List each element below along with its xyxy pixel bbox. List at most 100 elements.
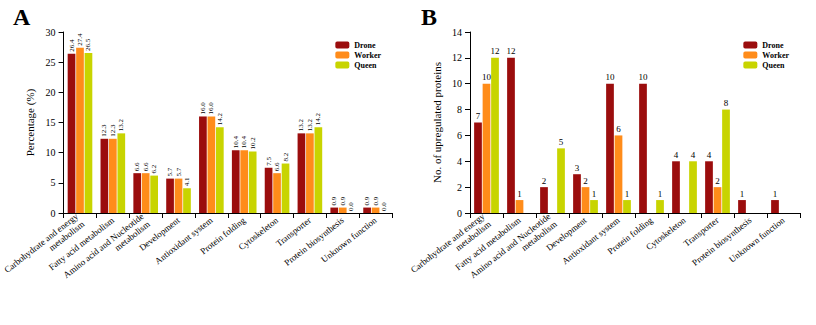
- svg-text:No. of upregulated proteins: No. of upregulated proteins: [431, 62, 443, 183]
- svg-text:Amino acid and Nucleotide: Amino acid and Nucleotide: [468, 211, 552, 280]
- svg-text:5.7: 5.7: [175, 167, 183, 176]
- svg-text:0.9: 0.9: [363, 196, 371, 205]
- svg-text:Carbohydrate and energy: Carbohydrate and energy: [409, 211, 487, 275]
- svg-text:Amino acid and Nucleotide: Amino acid and Nucleotide: [61, 211, 145, 280]
- svg-text:1: 1: [740, 189, 745, 199]
- svg-text:3: 3: [575, 163, 580, 173]
- svg-text:Development: Development: [544, 215, 589, 253]
- svg-text:metabolism: metabolism: [519, 219, 559, 253]
- svg-text:2: 2: [583, 176, 588, 186]
- svg-text:12.3: 12.3: [100, 124, 108, 137]
- svg-text:20: 20: [46, 87, 56, 98]
- svg-text:Antioxidant system: Antioxidant system: [560, 215, 622, 266]
- svg-text:10.4: 10.4: [240, 136, 248, 149]
- svg-text:1: 1: [658, 189, 663, 199]
- svg-text:Protein biosynthesis: Protein biosynthesis: [690, 215, 754, 268]
- svg-text:Fatty acid metabolism: Fatty acid metabolism: [46, 215, 116, 273]
- svg-text:B: B: [421, 4, 437, 30]
- svg-text:1: 1: [517, 189, 522, 199]
- svg-text:1: 1: [592, 189, 597, 199]
- svg-text:Drone: Drone: [354, 41, 376, 50]
- svg-text:14: 14: [452, 27, 462, 38]
- svg-text:10: 10: [638, 72, 648, 82]
- svg-text:Antioxidant system: Antioxidant system: [153, 215, 215, 266]
- svg-text:6: 6: [616, 124, 621, 134]
- svg-text:0.9: 0.9: [372, 196, 380, 205]
- svg-text:4: 4: [674, 150, 679, 160]
- svg-text:metabolism: metabolism: [112, 219, 152, 253]
- svg-text:12: 12: [452, 52, 462, 63]
- svg-text:13.2: 13.2: [117, 119, 125, 132]
- svg-text:7: 7: [476, 111, 481, 121]
- svg-text:2: 2: [542, 176, 547, 186]
- svg-text:metabolism: metabolism: [46, 219, 87, 253]
- svg-text:6.6: 6.6: [142, 162, 150, 171]
- svg-text:Carbohydrate and energy: Carbohydrate and energy: [2, 211, 80, 275]
- svg-text:10: 10: [452, 78, 462, 89]
- svg-text:5: 5: [559, 137, 564, 147]
- svg-text:27.4: 27.4: [76, 33, 84, 46]
- svg-text:Worker: Worker: [354, 51, 381, 60]
- svg-text:0.0: 0.0: [380, 202, 388, 211]
- svg-text:Protein folding: Protein folding: [605, 215, 655, 257]
- svg-text:Cytoskeleton: Cytoskeleton: [237, 215, 281, 252]
- svg-text:0: 0: [51, 208, 56, 219]
- svg-text:0: 0: [457, 208, 462, 219]
- svg-text:Queen: Queen: [762, 61, 785, 70]
- svg-text:6.6: 6.6: [133, 162, 141, 171]
- svg-text:15: 15: [46, 117, 56, 128]
- svg-text:25: 25: [46, 57, 56, 68]
- svg-text:4: 4: [707, 150, 712, 160]
- svg-text:6.6: 6.6: [273, 162, 281, 171]
- svg-text:26.4: 26.4: [68, 39, 76, 52]
- svg-text:13.2: 13.2: [297, 119, 305, 132]
- svg-text:16.0: 16.0: [199, 102, 207, 115]
- svg-text:6.2: 6.2: [150, 164, 158, 173]
- svg-text:Drone: Drone: [762, 41, 784, 50]
- svg-text:14.2: 14.2: [314, 113, 322, 126]
- svg-text:12.3: 12.3: [109, 124, 117, 137]
- svg-text:6: 6: [457, 130, 462, 141]
- svg-text:0.9: 0.9: [339, 196, 347, 205]
- svg-text:7.5: 7.5: [265, 157, 273, 166]
- svg-text:Protein folding: Protein folding: [198, 215, 248, 257]
- svg-text:Development: Development: [137, 215, 182, 253]
- svg-text:Worker: Worker: [762, 51, 789, 60]
- svg-text:12: 12: [491, 46, 500, 56]
- svg-text:Unknown function: Unknown function: [319, 215, 379, 265]
- svg-text:4: 4: [457, 156, 462, 167]
- svg-text:Percentage (%): Percentage (%): [24, 88, 37, 156]
- svg-text:1: 1: [625, 189, 630, 199]
- svg-text:10.4: 10.4: [232, 136, 240, 149]
- svg-text:Transporter: Transporter: [274, 215, 313, 249]
- svg-text:4: 4: [691, 150, 696, 160]
- svg-text:10: 10: [46, 147, 56, 158]
- svg-text:10: 10: [482, 72, 492, 82]
- svg-text:5: 5: [51, 177, 56, 188]
- svg-text:Fatty acid metabolism: Fatty acid metabolism: [453, 215, 523, 273]
- svg-text:10: 10: [605, 72, 615, 82]
- svg-text:Queen: Queen: [354, 61, 377, 70]
- svg-text:8: 8: [724, 98, 729, 108]
- svg-text:1: 1: [773, 189, 778, 199]
- svg-text:Unknown function: Unknown function: [727, 215, 787, 265]
- svg-text:30: 30: [46, 27, 56, 38]
- svg-text:2: 2: [457, 182, 462, 193]
- svg-text:10.2: 10.2: [249, 137, 257, 150]
- svg-text:4.1: 4.1: [183, 177, 191, 186]
- svg-text:Protein biosynthesis: Protein biosynthesis: [282, 215, 346, 268]
- svg-text:0.9: 0.9: [330, 196, 338, 205]
- svg-text:0.0: 0.0: [347, 202, 355, 211]
- svg-text:26.5: 26.5: [84, 38, 92, 51]
- svg-text:16.0: 16.0: [207, 102, 215, 115]
- svg-text:5.7: 5.7: [166, 167, 174, 176]
- svg-text:14.2: 14.2: [216, 113, 224, 126]
- svg-text:8.2: 8.2: [282, 152, 290, 161]
- svg-text:metabolism: metabolism: [453, 219, 493, 253]
- svg-text:Cytoskeleton: Cytoskeleton: [644, 215, 688, 252]
- svg-text:A: A: [13, 4, 31, 30]
- svg-text:12: 12: [506, 46, 515, 56]
- svg-text:13.2: 13.2: [306, 119, 314, 132]
- svg-text:8: 8: [457, 104, 462, 115]
- svg-text:2: 2: [715, 176, 720, 186]
